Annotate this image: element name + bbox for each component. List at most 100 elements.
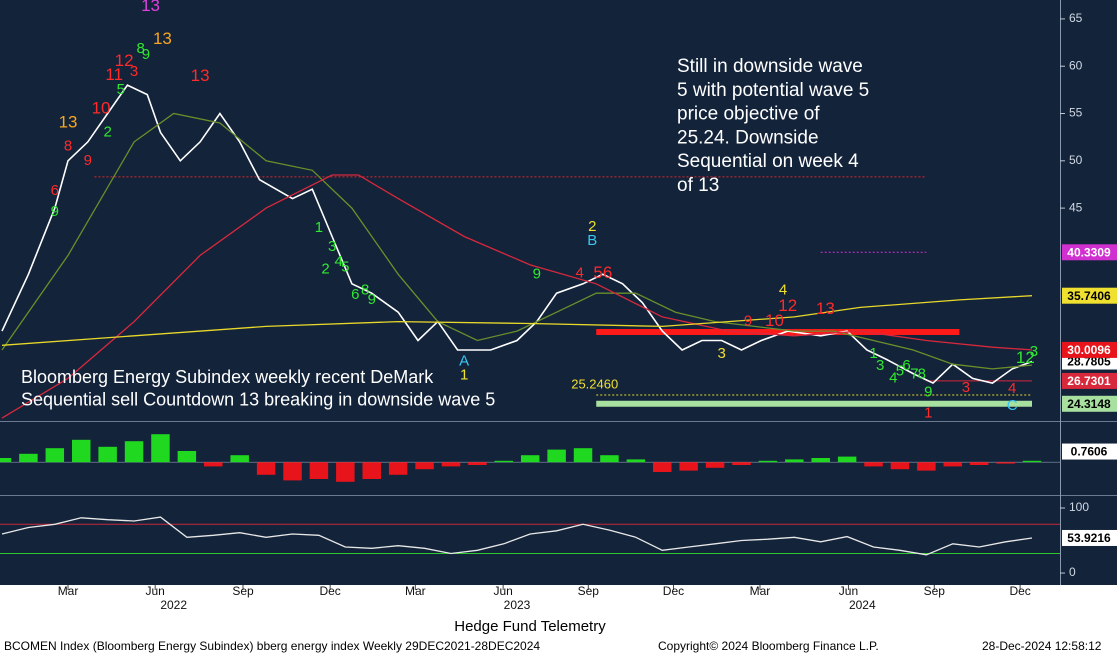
demark-count: 2 [321,261,329,278]
demark-count: 6 [902,357,910,374]
demark-count: 13 [153,29,172,48]
histogram-bar [336,462,355,482]
demark-count: 9 [51,203,59,220]
histogram-bar [124,441,144,463]
x-tick-label: Dec [1009,584,1030,598]
annotation: of 13 [677,175,719,196]
level-label: 25.2460 [571,376,618,391]
demark-count: 12 [778,296,797,315]
histogram-bar [547,449,566,463]
histogram-bar [811,458,830,463]
histogram-bar [177,451,197,463]
demark-count: 3 [718,345,726,362]
demark-count: 13 [191,66,210,85]
x-tick-label: Sep [232,584,254,598]
y-tick-label: 0 [1069,565,1076,579]
y-tick-label: 50 [1069,153,1083,167]
annotation: Sequential on week 4 [677,151,859,172]
footer-left: BCOMEN Index (Bloomberg Energy Subindex)… [4,639,540,653]
axis-area [0,585,1117,655]
histogram-bar [600,455,619,463]
level-tag-box [1062,244,1117,261]
demark-count: 1 [460,367,468,384]
series-line [1,84,1033,385]
x-tick-label: Jun [145,584,164,598]
last-value-tag: 30.0096 [1067,343,1111,357]
demark-count: 8 [64,138,72,155]
histogram-bar [151,434,170,463]
histogram-bar [653,462,672,472]
histogram-bar [837,456,857,463]
note: Sequential sell Countdown 13 breaking in… [21,389,495,409]
histogram-bar [890,462,910,470]
demark-count: 4 [335,253,343,270]
level-tag-box [1062,395,1117,412]
histogram-bar [441,462,461,467]
y-tick-label: 45 [1069,200,1083,214]
series-line [1,295,1033,346]
histogram-bar [494,460,514,463]
series-line [1,112,1033,370]
demark-count: 4 [779,281,787,298]
demark-count: 5 [117,81,125,98]
timestamp: 28-Dec-2024 12:58:12 [982,639,1102,653]
histogram-bar [362,462,381,479]
demark-count: 1 [924,404,932,421]
level-tag: 26.7301 [1067,374,1111,388]
histogram-bar [917,462,936,471]
copyright: Copyright© 2024 Bloomberg Finance L.P. [658,639,879,653]
histogram-bar [943,462,963,467]
demark-count: 9 [142,46,150,63]
histogram-bar [758,460,778,463]
histogram-bar [679,462,698,471]
histogram-bar [573,448,593,463]
demark-count: 13 [141,0,160,15]
histogram-bar [785,459,804,463]
last-value-tag-box [1062,287,1117,304]
demark-count: 2 [588,218,596,235]
annotation: 5 with potential wave 5 [677,80,869,101]
level-tag: 40.3309 [1067,245,1111,259]
last-value-tag-box [1062,443,1117,460]
histogram-bar [969,462,989,465]
y-tick-label: 100 [1069,500,1089,514]
demark-count: 6 [351,286,359,303]
histogram-bar [1022,460,1042,463]
histogram-bar [45,448,65,463]
x-tick-label: Sep [924,584,946,598]
demark-count: 9 [84,152,92,169]
demark-count: 9 [368,291,376,308]
demark-count: 3 [876,357,884,374]
demark-count: C [1007,397,1018,414]
histogram-bar [626,459,646,463]
level-tag-box [1062,372,1117,389]
demark-count: 4 [1008,380,1016,397]
x-tick-label: Mar [58,584,79,598]
x-tick-label: Sep [578,584,600,598]
series-line [1,174,1033,419]
demark-count: 8 [361,281,369,298]
demark-count: 12 [1016,348,1035,367]
year-label: 2022 [160,598,187,612]
y-tick-label: 60 [1069,58,1083,72]
demark-count: 9 [744,313,752,330]
demark-count: 2 [103,123,111,140]
annotation: Still in downside wave [677,56,863,77]
histogram-bar [520,455,540,463]
demark-count: 3 [328,238,336,255]
x-tick-label: Mar [750,584,771,598]
last-value-tag: 53.9216 [1067,531,1111,545]
demark-count: 3 [130,63,138,80]
footer-center: Hedge Fund Telemetry [454,618,606,635]
histogram-bar [283,462,302,481]
last-value-tag-box [1062,341,1117,358]
histogram-bar [230,455,249,463]
histogram-bar [19,453,38,463]
demark-count: A [459,352,469,369]
demark-count: B [587,232,597,249]
demark-count: 3 [962,379,970,396]
y-tick-label: 65 [1069,11,1083,25]
demark-count: 13 [816,299,835,318]
demark-count: 3 [1030,343,1038,360]
